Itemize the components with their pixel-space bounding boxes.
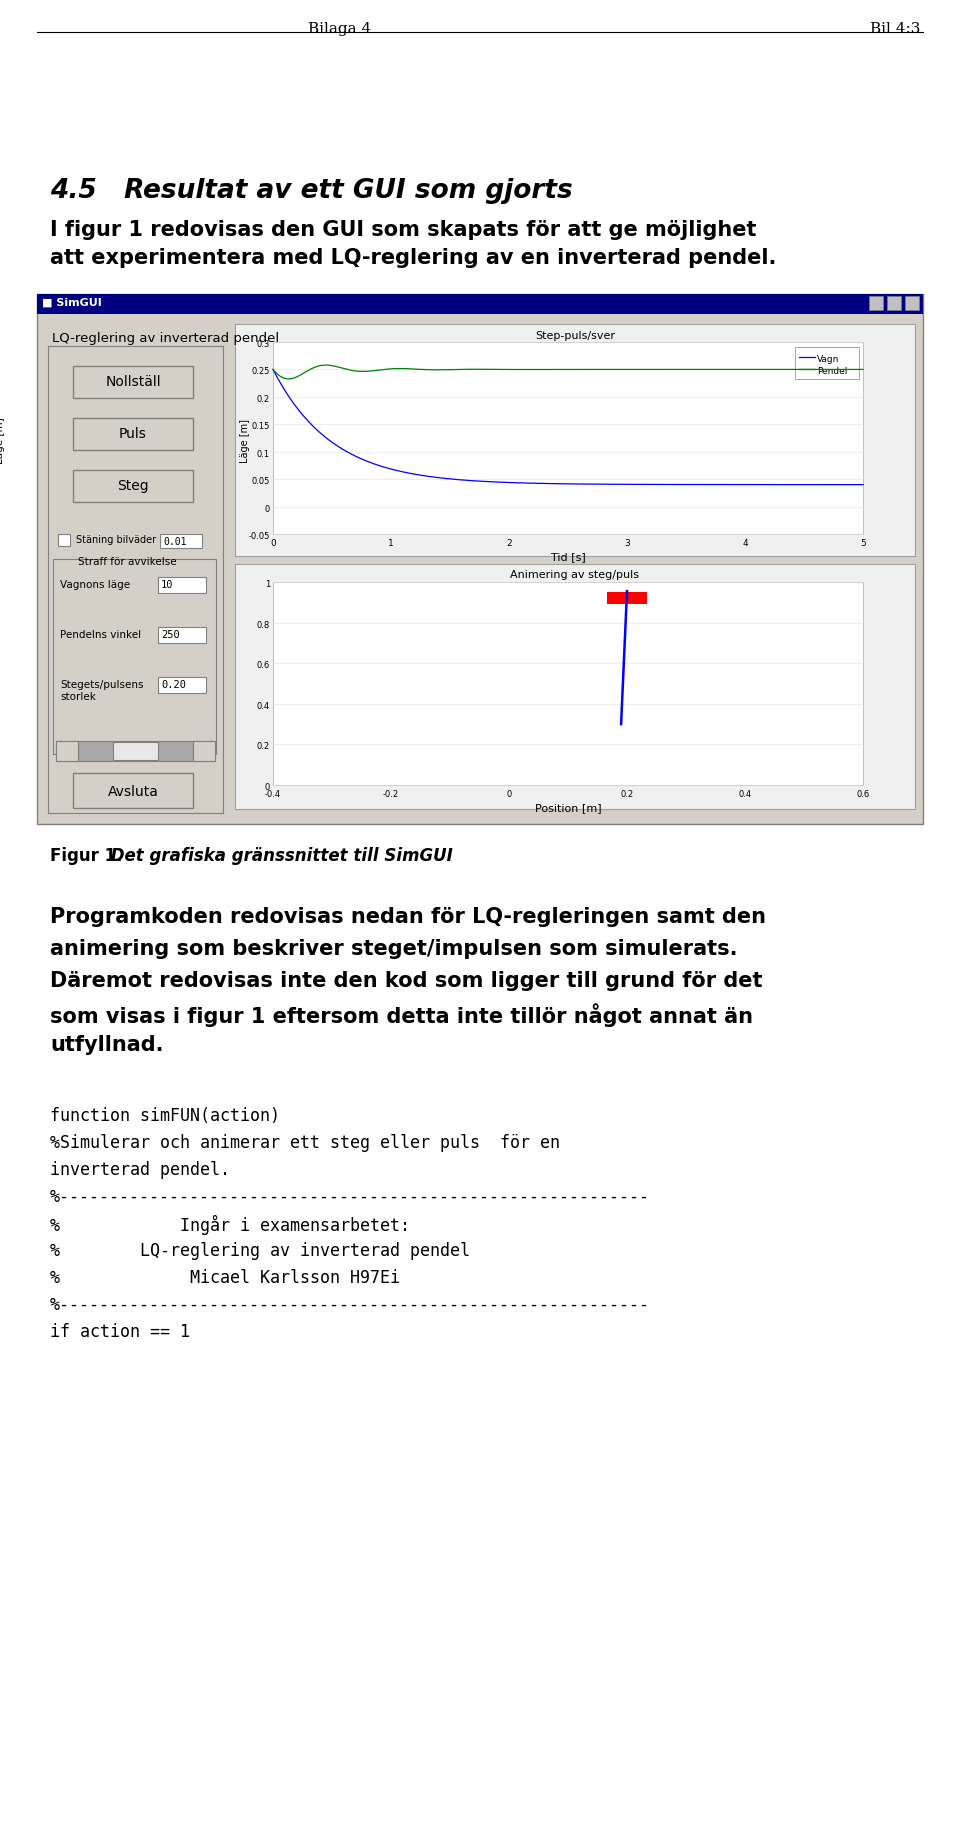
- Text: Pendel: Pendel: [817, 366, 848, 375]
- Text: Bil 4:3: Bil 4:3: [870, 22, 920, 35]
- Text: Programkoden redovisas nedan för LQ-regleringen samt den: Programkoden redovisas nedan för LQ-regl…: [50, 907, 766, 926]
- Text: Det grafiska gränssnittet till SimGUI: Det grafiska gränssnittet till SimGUI: [105, 846, 453, 865]
- Text: 0.4: 0.4: [738, 789, 752, 798]
- Text: inverterad pendel.: inverterad pendel.: [50, 1161, 230, 1179]
- Bar: [73, 471, 193, 503]
- Bar: [158, 628, 206, 643]
- Bar: [37, 296, 923, 824]
- Text: Bilaga 4: Bilaga 4: [308, 22, 372, 35]
- Text: Step-puls/sver: Step-puls/sver: [535, 331, 615, 340]
- Text: animering som beskriver steget/impulsen som simulerats.: animering som beskriver steget/impulsen …: [50, 939, 737, 959]
- Text: Vagn: Vagn: [817, 355, 839, 364]
- Text: 0.1: 0.1: [257, 449, 270, 458]
- Text: -0.2: -0.2: [383, 789, 399, 798]
- Text: 250: 250: [161, 630, 180, 639]
- Text: 3: 3: [624, 540, 630, 547]
- Text: 0.6: 0.6: [256, 662, 270, 669]
- Bar: [607, 593, 647, 604]
- Text: Pendelns vinkel: Pendelns vinkel: [60, 630, 141, 639]
- Text: 1: 1: [265, 580, 270, 590]
- Text: 0.6: 0.6: [856, 789, 870, 798]
- Bar: [37, 296, 923, 314]
- Text: 2: 2: [506, 540, 512, 547]
- Bar: [158, 578, 206, 593]
- Text: %             Micael Karlsson H97Ei: % Micael Karlsson H97Ei: [50, 1268, 400, 1286]
- Text: 4.5   Resultat av ett GUI som gjorts: 4.5 Resultat av ett GUI som gjorts: [50, 177, 573, 203]
- Text: 0.8: 0.8: [256, 621, 270, 630]
- Text: Läge [m]: Läge [m]: [0, 418, 5, 464]
- Bar: [193, 741, 215, 761]
- Text: -0.4: -0.4: [265, 789, 281, 798]
- Text: Avsluta: Avsluta: [108, 785, 158, 798]
- Text: LQ-reglering av inverterad pendel: LQ-reglering av inverterad pendel: [52, 333, 279, 346]
- Text: som visas i figur 1 eftersom detta inte tillör något annat än: som visas i figur 1 eftersom detta inte …: [50, 1002, 753, 1026]
- Bar: [73, 774, 193, 809]
- Text: Läge [m]: Läge [m]: [240, 419, 250, 462]
- Text: 0.20: 0.20: [161, 680, 186, 689]
- Text: 0.01: 0.01: [163, 536, 186, 547]
- Text: 0: 0: [506, 789, 512, 798]
- Text: 0.15: 0.15: [252, 421, 270, 431]
- Text: 0.4: 0.4: [257, 702, 270, 710]
- Text: Stäning bilväder: Stäning bilväder: [76, 534, 156, 545]
- Text: Vagnons läge: Vagnons läge: [60, 580, 131, 590]
- Bar: [158, 678, 206, 693]
- Text: %Simulerar och animerar ett steg eller puls  för en: %Simulerar och animerar ett steg eller p…: [50, 1133, 560, 1151]
- Text: Nollställ: Nollställ: [106, 375, 161, 388]
- Bar: [40, 316, 920, 822]
- Bar: [48, 347, 223, 813]
- Text: 5: 5: [860, 540, 866, 547]
- Text: 0.2: 0.2: [620, 789, 634, 798]
- Bar: [58, 534, 70, 547]
- Text: 0: 0: [265, 782, 270, 791]
- Bar: [905, 298, 919, 310]
- Text: 1: 1: [388, 540, 394, 547]
- Bar: [113, 743, 158, 761]
- Text: Straff för avvikelse: Straff för avvikelse: [78, 556, 177, 567]
- Bar: [887, 298, 901, 310]
- Bar: [235, 565, 915, 809]
- Text: Animering av steg/puls: Animering av steg/puls: [511, 569, 639, 580]
- Text: %-----------------------------------------------------------: %---------------------------------------…: [50, 1295, 650, 1314]
- Text: 0.2: 0.2: [257, 395, 270, 403]
- Text: Stegets/pulsens
storlek: Stegets/pulsens storlek: [60, 680, 143, 700]
- Text: 0.25: 0.25: [252, 368, 270, 377]
- Bar: [73, 419, 193, 451]
- Text: ■ SimGUI: ■ SimGUI: [42, 298, 102, 309]
- Text: 0.2: 0.2: [257, 743, 270, 750]
- Bar: [53, 560, 216, 754]
- Text: Tid [s]: Tid [s]: [551, 553, 586, 562]
- Bar: [235, 325, 915, 556]
- Text: I figur 1 redovisas den GUI som skapats för att ge möjlighet: I figur 1 redovisas den GUI som skapats …: [50, 220, 756, 240]
- Text: Position [m]: Position [m]: [535, 802, 601, 813]
- Bar: [869, 298, 883, 310]
- Text: 0: 0: [270, 540, 276, 547]
- Text: %        LQ-reglering av inverterad pendel: % LQ-reglering av inverterad pendel: [50, 1242, 470, 1258]
- Text: att experimentera med LQ-reglering av en inverterad pendel.: att experimentera med LQ-reglering av en…: [50, 248, 777, 268]
- Bar: [273, 582, 863, 785]
- Text: Puls: Puls: [119, 427, 147, 442]
- Bar: [56, 741, 213, 761]
- Text: 4: 4: [742, 540, 748, 547]
- Text: Figur 1.: Figur 1.: [50, 846, 123, 865]
- Text: -0.05: -0.05: [249, 532, 270, 541]
- Bar: [795, 347, 859, 381]
- Text: utfyllnad.: utfyllnad.: [50, 1035, 163, 1055]
- Bar: [56, 741, 78, 761]
- Text: if action == 1: if action == 1: [50, 1323, 190, 1340]
- Text: 10: 10: [161, 580, 174, 590]
- Text: 0.3: 0.3: [256, 340, 270, 349]
- Bar: [273, 344, 863, 534]
- Text: %            Ingår i examensarbetet:: % Ingår i examensarbetet:: [50, 1214, 410, 1234]
- Text: 0: 0: [265, 505, 270, 514]
- Bar: [160, 534, 202, 549]
- Text: Däremot redovisas inte den kod som ligger till grund för det: Däremot redovisas inte den kod som ligge…: [50, 970, 762, 991]
- Bar: [73, 366, 193, 399]
- Text: function simFUN(action): function simFUN(action): [50, 1107, 280, 1124]
- Text: %-----------------------------------------------------------: %---------------------------------------…: [50, 1188, 650, 1205]
- Text: Steg: Steg: [117, 479, 149, 493]
- Text: 0.05: 0.05: [252, 477, 270, 486]
